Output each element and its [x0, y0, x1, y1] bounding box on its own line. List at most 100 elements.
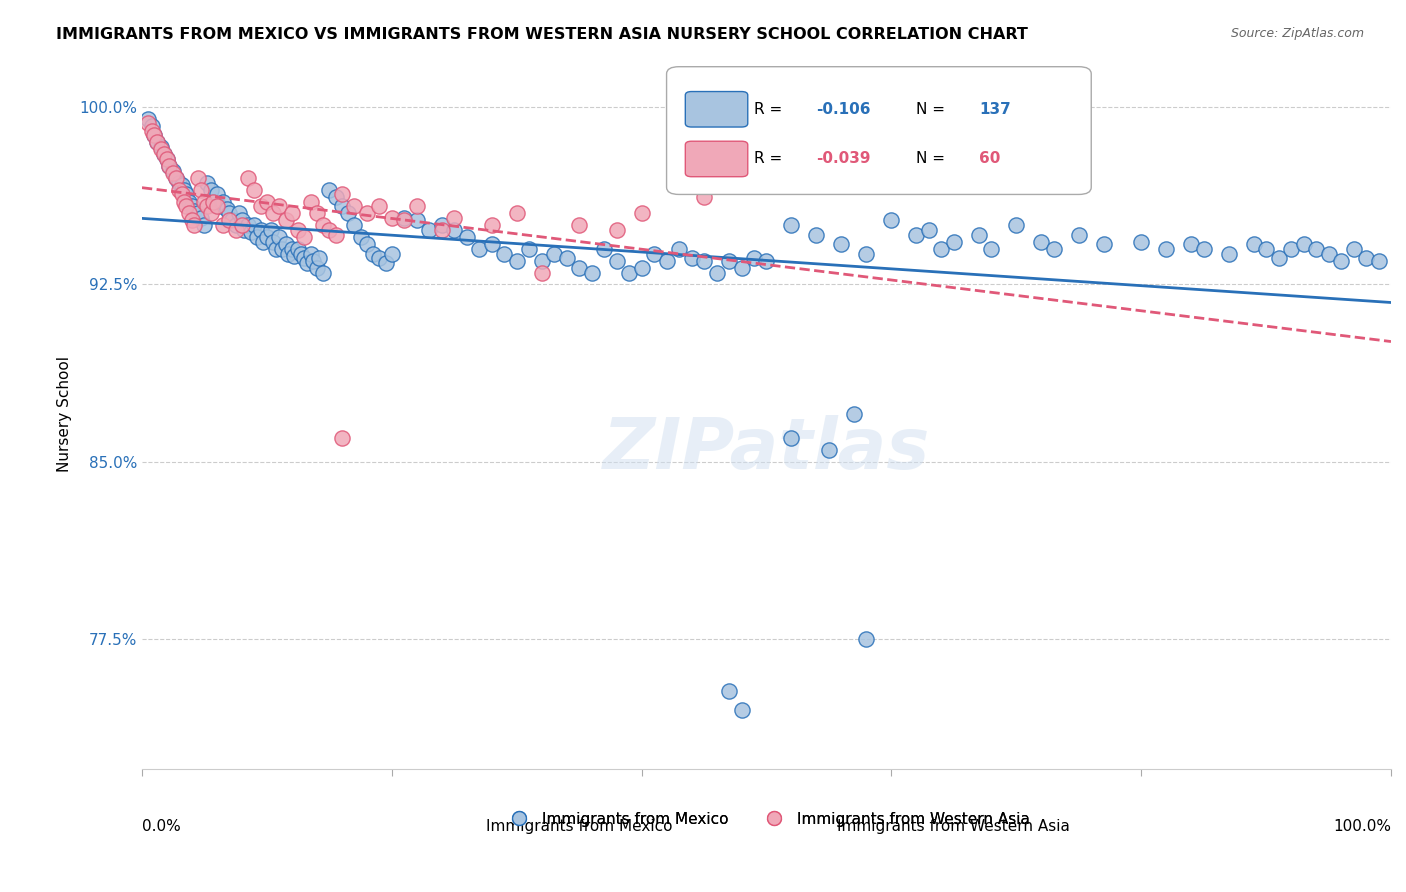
Point [517, 242, 540, 256]
Point [1192, 242, 1215, 256]
Point [243, 218, 266, 232]
Point [169, 183, 191, 197]
Point [730, 703, 752, 717]
Point [530, 253, 553, 268]
Point [368, 252, 391, 266]
Point [681, 252, 703, 266]
Point [568, 260, 591, 275]
Point [246, 230, 269, 244]
Point [174, 199, 197, 213]
Point [308, 252, 330, 266]
Point [269, 199, 291, 213]
Point [980, 242, 1002, 256]
Point [330, 187, 353, 202]
Point [1005, 218, 1028, 232]
Point [337, 206, 360, 220]
Text: -0.039: -0.039 [817, 152, 870, 167]
Point [374, 256, 396, 270]
Point [1154, 242, 1177, 256]
Point [468, 242, 491, 256]
Point [218, 213, 240, 227]
Point [136, 112, 159, 126]
Point [568, 218, 591, 232]
Point [1180, 237, 1202, 252]
Y-axis label: Nursery School: Nursery School [58, 357, 72, 473]
Point [165, 170, 187, 185]
Point [212, 218, 235, 232]
Point [143, 128, 166, 143]
Point [693, 190, 716, 204]
Point [361, 246, 384, 260]
Point [394, 213, 416, 227]
Point [606, 253, 628, 268]
Point [325, 227, 347, 242]
Point [225, 218, 247, 232]
Point [149, 140, 172, 154]
Point [343, 199, 366, 213]
Point [193, 218, 215, 232]
Point [505, 253, 527, 268]
Point [1130, 235, 1153, 249]
Point [443, 211, 465, 226]
Point [162, 163, 184, 178]
Point [195, 176, 218, 190]
Point [173, 183, 195, 197]
Point [668, 242, 690, 256]
Text: 0.0%: 0.0% [142, 819, 181, 834]
Point [290, 246, 312, 260]
Point [236, 218, 259, 232]
Point [236, 170, 259, 185]
Point [149, 143, 172, 157]
Point [262, 235, 284, 249]
Point [343, 218, 366, 232]
Point [730, 260, 752, 275]
Point [481, 218, 503, 232]
Point [170, 187, 193, 202]
Point [239, 225, 262, 239]
Point [202, 194, 225, 209]
Point [262, 206, 284, 220]
Point [256, 230, 278, 244]
Point [1367, 253, 1389, 268]
Point [494, 246, 516, 260]
Point [830, 237, 852, 252]
Point [170, 178, 193, 192]
Point [179, 206, 201, 220]
Point [643, 246, 665, 260]
Point [742, 252, 765, 266]
Point [200, 183, 222, 197]
Point [655, 253, 678, 268]
Text: N =: N = [917, 152, 950, 167]
Point [143, 128, 166, 143]
Point [183, 204, 205, 219]
Point [183, 218, 205, 232]
Point [942, 235, 965, 249]
Point [281, 242, 304, 256]
Text: Immigrants from Western Asia: Immigrants from Western Asia [838, 819, 1070, 834]
Point [349, 230, 371, 244]
Point [231, 213, 253, 227]
Point [221, 213, 243, 227]
Point [617, 266, 640, 280]
Point [1092, 237, 1115, 252]
Point [181, 213, 204, 227]
Point [153, 147, 176, 161]
Point [780, 218, 803, 232]
Point [146, 136, 169, 150]
Point [693, 253, 716, 268]
FancyBboxPatch shape [685, 141, 748, 177]
Point [312, 218, 335, 232]
Text: IMMIGRANTS FROM MEXICO VS IMMIGRANTS FROM WESTERN ASIA NURSERY SCHOOL CORRELATIO: IMMIGRANTS FROM MEXICO VS IMMIGRANTS FRO… [56, 27, 1028, 42]
Point [318, 223, 340, 237]
Point [430, 223, 453, 237]
Point [174, 187, 197, 202]
Point [228, 206, 250, 220]
Point [159, 159, 181, 173]
Text: ZIPatlas: ZIPatlas [603, 416, 931, 484]
Point [283, 249, 305, 263]
Point [706, 266, 728, 280]
Point [755, 253, 778, 268]
Point [202, 194, 225, 209]
Point [543, 246, 565, 260]
Point [179, 194, 201, 209]
